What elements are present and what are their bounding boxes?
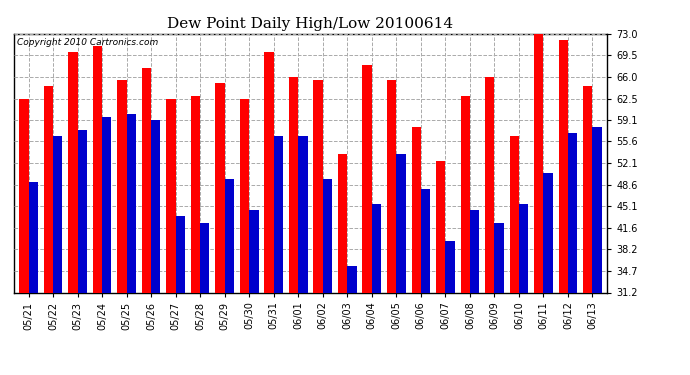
Bar (77, 130, 87, 292)
Bar (559, 40, 568, 292)
Text: Copyright 2010 Cartronics.com: Copyright 2010 Cartronics.com (17, 38, 158, 46)
Bar (362, 65, 372, 292)
Bar (249, 210, 259, 292)
Bar (338, 154, 347, 292)
Title: Dew Point Daily High/Low 20100614: Dew Point Daily High/Low 20100614 (168, 17, 453, 31)
Bar (215, 83, 225, 292)
Bar (151, 120, 161, 292)
Bar (593, 127, 602, 292)
Bar (485, 77, 495, 292)
Bar (470, 210, 479, 292)
Bar (387, 80, 396, 292)
Bar (126, 114, 136, 292)
Bar (436, 160, 445, 292)
Bar (19, 99, 28, 292)
Bar (240, 99, 249, 292)
Bar (445, 241, 455, 292)
Bar (583, 86, 593, 292)
Bar (176, 216, 185, 292)
Bar (43, 86, 53, 292)
Bar (313, 80, 323, 292)
Bar (421, 189, 430, 292)
Bar (264, 53, 274, 292)
Bar (396, 154, 406, 292)
Bar (323, 179, 332, 292)
Bar (534, 27, 544, 292)
Bar (117, 80, 126, 292)
Bar (495, 222, 504, 292)
Bar (102, 117, 111, 292)
Bar (274, 136, 283, 292)
Bar (568, 133, 578, 292)
Bar (411, 127, 421, 292)
Bar (510, 136, 519, 292)
Bar (53, 136, 62, 292)
Bar (191, 96, 200, 292)
Bar (200, 222, 210, 292)
Bar (142, 68, 151, 292)
Bar (68, 53, 77, 292)
Bar (28, 182, 38, 292)
Bar (289, 77, 298, 292)
Bar (225, 179, 234, 292)
Bar (298, 136, 308, 292)
Bar (92, 46, 102, 292)
Bar (544, 173, 553, 292)
Bar (166, 99, 176, 292)
Bar (519, 204, 529, 292)
Bar (372, 204, 381, 292)
Bar (460, 96, 470, 292)
Bar (347, 266, 357, 292)
